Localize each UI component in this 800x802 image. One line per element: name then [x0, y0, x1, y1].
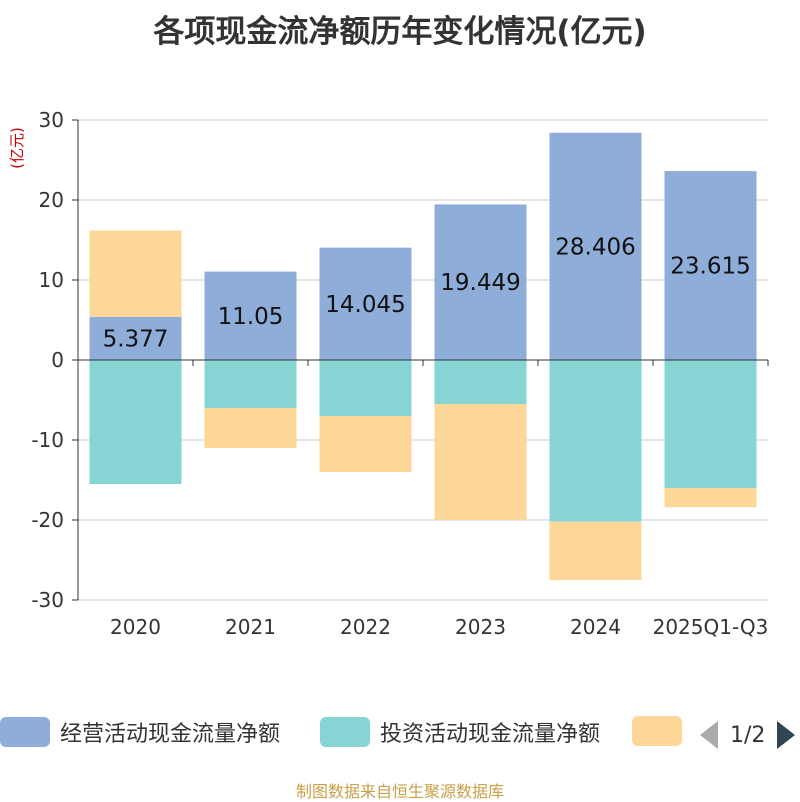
- bar-financing-2023: [434, 404, 527, 520]
- x-tick-label: 2023: [455, 615, 506, 639]
- bar-operating-2025Q1-Q3: [664, 171, 757, 360]
- legend-pager: 1/2: [700, 716, 796, 754]
- y-tick-label: -30: [31, 588, 64, 612]
- pager-prev-icon[interactable]: [700, 721, 718, 749]
- bar-financing-2021: [204, 408, 297, 448]
- y-axis-unit-label: (亿元): [8, 127, 26, 169]
- data-label-2024: 28.406: [555, 234, 635, 260]
- legend: 经营活动现金流量净额 投资活动现金流量净额: [0, 716, 800, 756]
- legend-item-investing[interactable]: 投资活动现金流量净额: [320, 716, 600, 748]
- bar-investing-2024: [549, 360, 642, 522]
- data-label-2021: 11.05: [218, 304, 284, 330]
- bar-financing-2020: [89, 230, 182, 317]
- legend-swatch-operating: [0, 717, 50, 747]
- legend-swatch-financing: [632, 716, 682, 746]
- x-tick-label: 2022: [340, 615, 391, 639]
- bar-financing-2025Q1-Q3: [664, 488, 757, 508]
- chart-title: 各项现金流净额历年变化情况(亿元): [153, 14, 647, 50]
- bar-investing-2025Q1-Q3: [664, 360, 757, 488]
- x-tick-label: 2020: [110, 615, 161, 639]
- x-tick-label: 2021: [225, 615, 276, 639]
- bar-investing-2020: [89, 360, 182, 484]
- y-tick-label: 10: [39, 268, 64, 292]
- bar-operating-2024: [549, 132, 642, 360]
- source-note: 制图数据来自恒生聚源数据库: [295, 782, 504, 801]
- data-label-2025Q1-Q3: 23.615: [670, 254, 750, 280]
- bar-investing-2022: [319, 360, 412, 416]
- y-tick-label: 30: [39, 108, 64, 132]
- y-tick-label: -10: [31, 428, 64, 452]
- legend-label-operating: 经营活动现金流量净额: [60, 722, 281, 747]
- bar-operating-2020: [89, 316, 182, 360]
- legend-swatch-investing: [320, 717, 370, 747]
- bar-operating-2021: [204, 271, 297, 360]
- pager-next-icon[interactable]: [777, 721, 796, 749]
- bar-operating-2023: [434, 204, 527, 360]
- legend-item-operating[interactable]: 经营活动现金流量净额: [0, 716, 280, 748]
- y-tick-label: -20: [31, 508, 64, 532]
- legend-label-investing: 投资活动现金流量净额: [380, 722, 601, 747]
- legend-item-financing[interactable]: [632, 716, 682, 746]
- y-tick-label: 0: [51, 348, 64, 372]
- pager-text: 1/2: [730, 722, 766, 748]
- data-label-2020: 5.377: [103, 326, 169, 352]
- bar-investing-2021: [204, 360, 297, 408]
- bar-financing-2024: [549, 521, 642, 580]
- data-label-2023: 19.449: [440, 270, 520, 296]
- y-tick-label: 20: [39, 188, 64, 212]
- bar-financing-2022: [319, 416, 412, 472]
- x-tick-label: 2024: [570, 615, 621, 639]
- x-tick-label: 2025Q1-Q3: [653, 615, 769, 639]
- bar-operating-2022: [319, 247, 412, 360]
- bar-chart: -30 -20 -10 0 10 20 30 (亿元) 5.377 2020 11.05 2021 14…: [8, 108, 769, 639]
- bar-investing-2023: [434, 360, 527, 404]
- data-label-2022: 14.045: [325, 292, 405, 318]
